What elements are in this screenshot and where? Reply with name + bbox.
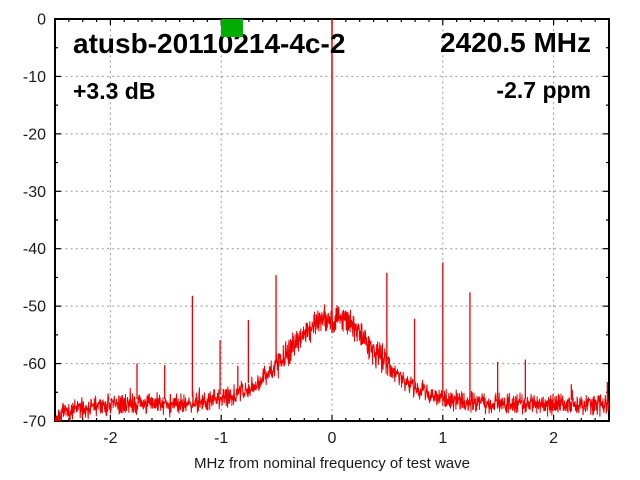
x-tick-label: -2	[103, 430, 117, 447]
x-axis-title: MHz from nominal frequency of test wave	[194, 455, 470, 472]
x-tick-label: 2	[549, 430, 558, 447]
gain-label: +3.3 dB	[73, 78, 156, 104]
y-tick-label: -50	[23, 299, 46, 316]
y-tick-label: -60	[23, 356, 46, 373]
y-tick-label: -70	[23, 414, 46, 431]
y-tick-label: -10	[23, 69, 46, 86]
plot-title: atusb-20110214-4c-2	[73, 28, 346, 59]
x-tick-label: -1	[214, 430, 228, 447]
center-frequency-label: 2420.5 MHz	[440, 27, 591, 58]
x-tick-label: 0	[328, 430, 337, 447]
y-tick-label: 0	[37, 12, 46, 29]
y-tick-label: -30	[23, 184, 46, 201]
y-tick-label: -20	[23, 126, 46, 143]
x-tick-label: 1	[438, 430, 447, 447]
y-tick-label: -40	[23, 241, 46, 258]
ppm-offset-label: -2.7 ppm	[496, 77, 591, 103]
pass-marker-green-square	[221, 19, 243, 37]
